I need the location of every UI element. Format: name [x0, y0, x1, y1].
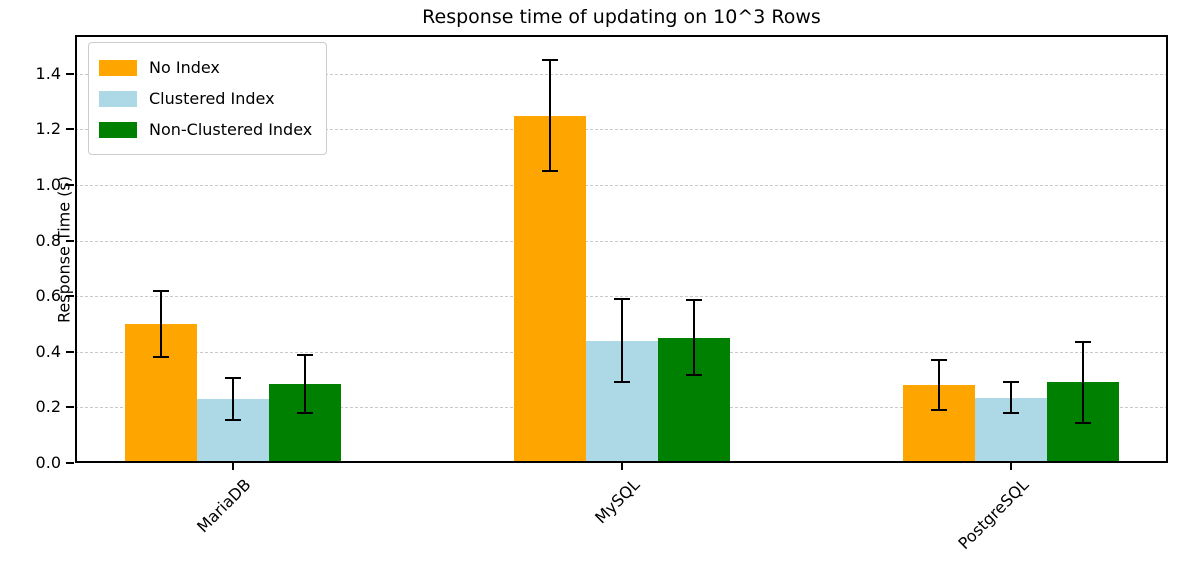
- y-tick-label: 0.8: [35, 230, 61, 250]
- error-bar-cap-bottom: [614, 381, 630, 384]
- y-tick-mark: [66, 295, 74, 298]
- error-bar-cap-bottom: [297, 411, 313, 414]
- error-bar-cap-top: [614, 298, 630, 301]
- x-tick-mark: [1010, 463, 1012, 470]
- error-bar: [304, 354, 306, 413]
- error-bar: [160, 290, 162, 358]
- legend-item-non-clustered-index: Non-Clustered Index: [99, 114, 312, 145]
- gridline: [75, 296, 1168, 298]
- bar: [514, 115, 586, 463]
- x-tick-mark: [621, 463, 623, 470]
- legend-item-no-index: No Index: [99, 52, 312, 83]
- error-bar: [621, 299, 623, 383]
- error-bar-cap-bottom: [1075, 421, 1091, 424]
- y-tick-mark: [66, 128, 74, 131]
- plot-area: No Index Clustered Index Non-Clustered I…: [36, 35, 1168, 553]
- y-tick-label: 0.4: [35, 341, 61, 361]
- error-bar: [693, 300, 695, 376]
- error-bar-cap-bottom: [542, 170, 558, 173]
- error-bar-cap-bottom: [225, 418, 241, 421]
- error-bar-cap-top: [1075, 341, 1091, 344]
- legend-swatch-clustered-index: [99, 90, 137, 107]
- error-bar-cap-top: [931, 359, 947, 362]
- y-tick-label: 0.2: [35, 397, 61, 417]
- error-bar-cap-top: [542, 59, 558, 61]
- y-tick-mark: [66, 350, 74, 353]
- error-bar-cap-bottom: [1003, 411, 1019, 414]
- gridline: [75, 129, 1168, 131]
- y-tick-label: 1.0: [35, 175, 61, 195]
- y-tick-mark: [66, 239, 74, 242]
- gridline: [75, 185, 1168, 187]
- error-bar-cap-bottom: [153, 356, 169, 359]
- y-tick-mark: [66, 462, 74, 464]
- y-tick-label: 1.4: [35, 63, 61, 83]
- error-bar: [938, 360, 940, 411]
- y-tick-label: 0.0: [35, 453, 61, 472]
- x-tick-mark: [232, 463, 234, 470]
- gridline: [75, 73, 1168, 75]
- legend-item-clustered-index: Clustered Index: [99, 83, 312, 114]
- error-bar: [1010, 382, 1012, 413]
- legend-label-clustered-index: Clustered Index: [149, 89, 275, 108]
- x-tick-label: MySQL: [591, 475, 644, 528]
- legend-label-no-index: No Index: [149, 58, 220, 77]
- legend-swatch-no-index: [99, 59, 137, 76]
- y-tick-mark: [66, 184, 74, 187]
- y-tick-mark: [66, 406, 74, 409]
- legend: No Index Clustered Index Non-Clustered I…: [88, 42, 328, 155]
- error-bar: [232, 378, 234, 420]
- x-tick-label: PostgreSQL: [954, 475, 1033, 554]
- error-bar-cap-top: [225, 377, 241, 380]
- x-tick-label: MariaDB: [193, 475, 255, 537]
- error-bar-cap-bottom: [686, 374, 702, 377]
- chart-title: Response time of updating on 10^3 Rows: [422, 6, 821, 28]
- legend-swatch-non-clustered-index: [99, 121, 137, 138]
- error-bar: [1082, 342, 1084, 423]
- error-bar-cap-bottom: [931, 409, 947, 412]
- error-bar-cap-top: [686, 299, 702, 302]
- error-bar: [549, 60, 551, 172]
- error-bar-cap-top: [297, 353, 313, 356]
- y-tick-mark: [66, 72, 74, 75]
- legend-label-non-clustered-index: Non-Clustered Index: [149, 120, 313, 139]
- error-bar-cap-top: [1003, 381, 1019, 384]
- error-bar-cap-top: [153, 289, 169, 292]
- gridline: [75, 240, 1168, 242]
- y-tick-label: 1.2: [35, 119, 61, 139]
- y-tick-label: 0.6: [35, 286, 61, 306]
